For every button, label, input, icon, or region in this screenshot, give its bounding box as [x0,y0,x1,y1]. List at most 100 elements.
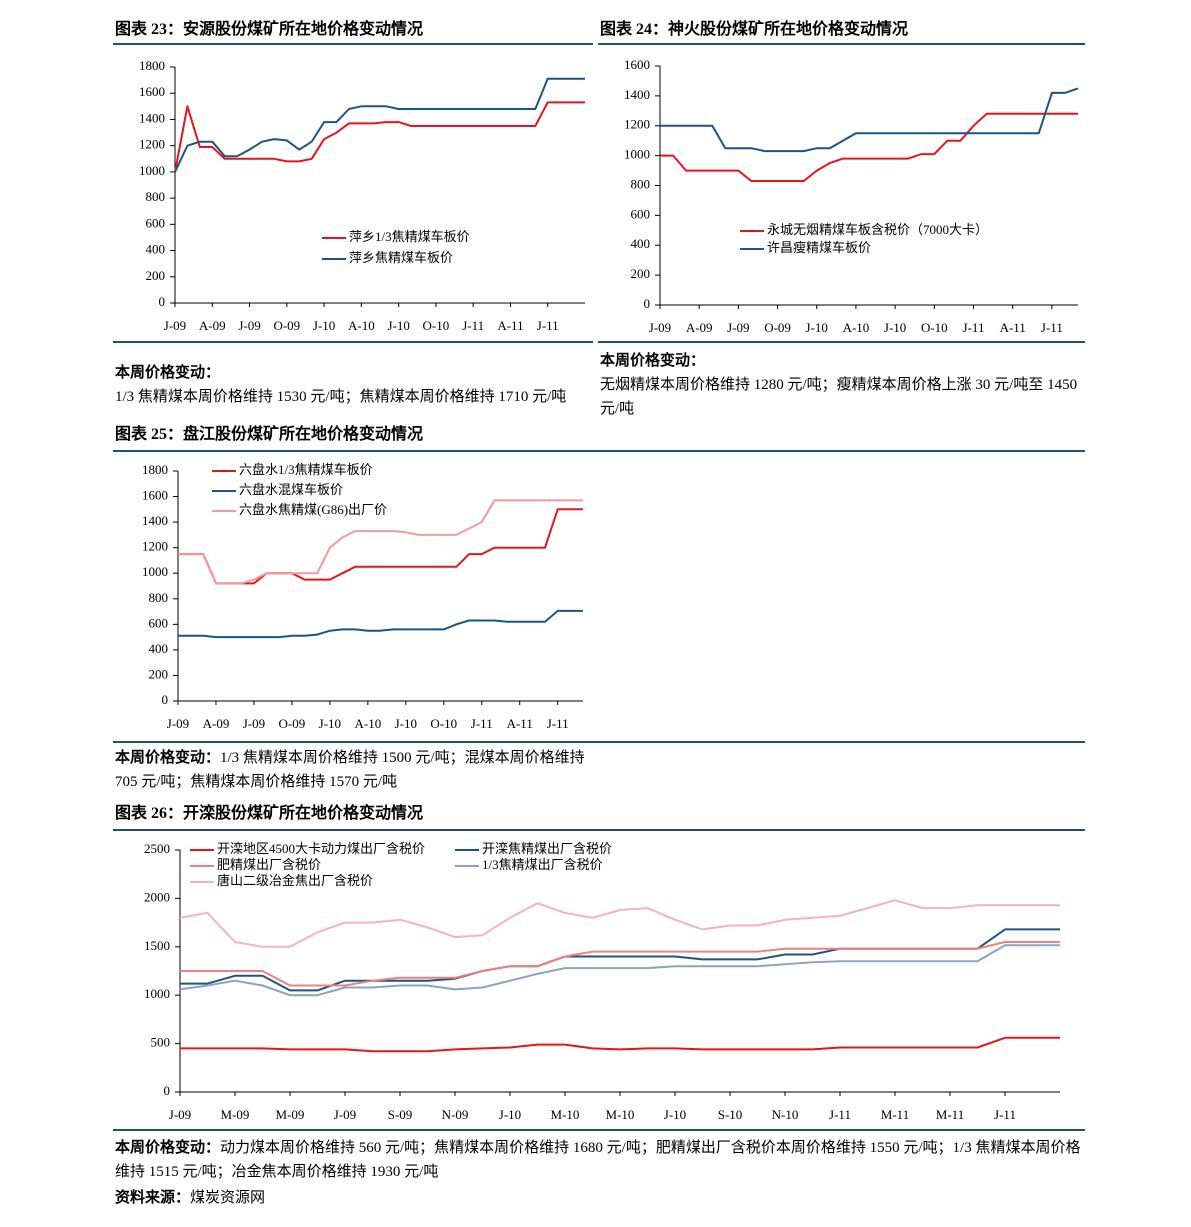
x-tick-label: J-09 [649,320,671,335]
y-tick-label: 600 [631,206,651,221]
note-text: 1/3 焦精煤本周价格维持 1530 元/吨；焦精煤本周价格维持 1710 元/… [115,389,567,405]
x-tick-label: M-09 [221,1107,250,1122]
series-line [174,77,585,173]
note-text: 动力煤本周价格维持 560 元/吨；焦精煤本周价格维持 1680 元/吨；肥精煤… [115,1140,1081,1180]
x-tick-label: J-11 [1041,320,1063,335]
y-tick-label: 600 [149,615,169,630]
legend-label: 肥精煤出厂含税价 [217,857,321,872]
series-line [180,941,1060,987]
price-note: 本周价格变动：1/3 焦精煤本周价格维持 1500 元/吨；混煤本周价格维持 7… [115,746,605,794]
legend-label: 开滦地区4500大卡动力煤出厂含税价 [217,841,425,856]
note-text: 1/3 焦精煤本周价格维持 1500 元/吨；混煤本周价格维持 705 元/吨；… [115,750,585,790]
y-tick-label: 1200 [139,137,165,152]
x-tick-label: N-10 [772,1107,799,1122]
x-tick-label: S-10 [718,1107,743,1122]
y-tick-label: 1500 [144,938,170,953]
x-tick-label: J-10 [664,1107,686,1122]
y-tick-label: 1000 [624,147,650,162]
y-tick-label: 1800 [139,58,165,73]
y-tick-label: 1800 [142,462,168,477]
legend-label: 萍乡1/3焦精煤车板价 [349,229,470,244]
y-tick-label: 400 [146,242,166,257]
x-tick-label: J-10 [313,318,335,333]
y-tick-label: 200 [631,266,651,281]
legend-label: 永城无烟精煤车板含税价（7000大卡） [767,222,988,237]
legend-label: 六盘水1/3焦精煤车板价 [239,462,373,477]
y-tick-label: 1400 [142,513,168,528]
y-tick-label: 200 [149,666,169,681]
x-tick-label: O-09 [764,320,791,335]
figure-title: 图表 24：神火股份煤矿所在地价格变动情况 [600,21,909,38]
x-tick-label: M-09 [276,1107,305,1122]
x-tick-label: S-09 [388,1107,413,1122]
source-label: 资料来源： [115,1190,191,1206]
legend-label: 唐山二级冶金焦出厂含税价 [217,873,373,888]
series-line [660,112,1078,182]
x-tick-label: J-09 [164,318,186,333]
x-tick-label: J-10 [395,716,417,731]
y-tick-label: 2500 [144,841,170,856]
note-heading: 本周价格变动： [115,750,221,766]
x-tick-label: A-09 [203,716,230,731]
x-tick-label: O-10 [423,318,450,333]
figure-title: 图表 23：安源股份煤矿所在地价格变动情况 [115,21,424,38]
series-line [179,944,1060,997]
note-heading: 本周价格变动： [600,353,706,369]
rule [598,43,1085,45]
y-tick-label: 1000 [139,163,165,178]
figure-title: 图表 25：盘江股份煤矿所在地价格变动情况 [115,426,424,443]
x-tick-label: A-11 [497,318,523,333]
x-tick-label: A-10 [843,320,870,335]
y-tick-label: 1200 [142,539,168,554]
x-tick-label: A-09 [199,318,226,333]
x-tick-label: A-10 [354,716,381,731]
x-tick-label: J-09 [243,716,265,731]
x-tick-label: J-11 [994,1107,1016,1122]
x-tick-label: J-11 [547,716,569,731]
x-tick-label: J-10 [806,320,828,335]
rule [113,829,1085,831]
x-tick-label: A-10 [348,318,375,333]
y-tick-label: 800 [149,590,169,605]
y-tick-label: 2000 [144,889,170,904]
note-heading: 本周价格变动： [115,365,221,381]
x-tick-label: J-11 [963,320,985,335]
series-line [178,499,583,585]
y-tick-label: 600 [146,215,166,230]
x-tick-label: O-10 [921,320,948,335]
x-tick-label: N-09 [442,1107,469,1122]
y-tick-label: 1400 [624,87,650,102]
y-tick-label: 1600 [142,488,168,503]
note-heading: 本周价格变动： [115,1140,221,1156]
rule [113,1129,1085,1131]
x-tick-label: M-11 [936,1107,964,1122]
legend-label: 许昌瘦精煤车板价 [767,240,871,255]
legend-label: 1/3焦精煤出厂含税价 [482,857,603,872]
y-tick-label: 1600 [624,57,650,72]
y-tick-label: 1000 [142,564,168,579]
rule [113,43,593,45]
y-tick-label: 400 [149,641,169,656]
x-tick-label: A-09 [686,320,713,335]
x-tick-label: A-11 [507,716,533,731]
x-tick-label: O-10 [430,716,457,731]
rule [113,341,593,343]
source: 资料来源：煤炭资源网 [115,1186,265,1210]
rule [598,341,1085,343]
y-tick-label: 200 [146,268,166,283]
y-tick-label: 0 [644,296,651,311]
x-tick-label: J-10 [319,716,341,731]
price-note: 本周价格变动： 1/3 焦精煤本周价格维持 1530 元/吨；焦精煤本周价格维持 … [115,361,595,409]
y-tick-label: 0 [159,294,166,309]
x-tick-label: J-10 [884,320,906,335]
x-tick-label: M-10 [606,1107,635,1122]
note-text: 无烟精煤本周价格维持 1280 元/吨；瘦精煤本周价格上涨 30 元/吨至 14… [600,377,1078,417]
legend-label: 开滦焦精煤出厂含税价 [482,841,612,856]
series-line [178,609,583,639]
figure-title: 图表 26：开滦股份煤矿所在地价格变动情况 [115,805,424,822]
series-line [660,87,1079,153]
series-line [174,101,585,173]
y-tick-label: 400 [631,236,651,251]
